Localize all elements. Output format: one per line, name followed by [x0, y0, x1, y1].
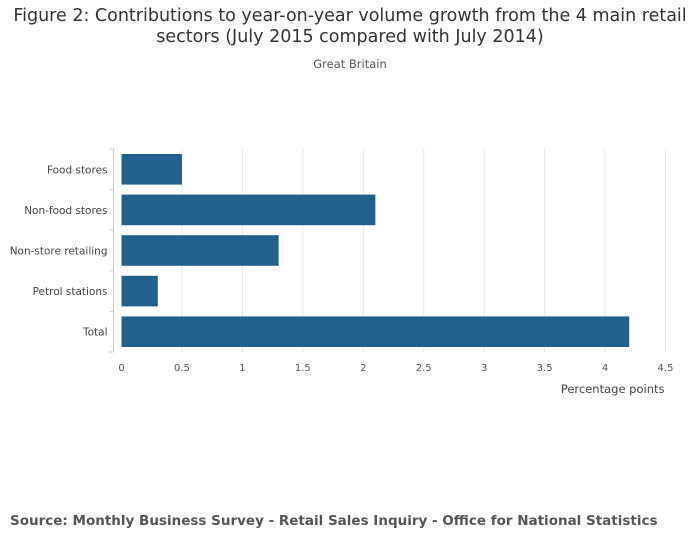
source-note: Source: Monthly Business Survey - Retail…	[10, 513, 658, 529]
bar	[121, 235, 279, 266]
bar	[121, 154, 182, 185]
x-tick-label: 2	[360, 363, 366, 374]
x-tick-label: 4	[602, 363, 608, 374]
y-category-label: Non-store retailing	[10, 246, 108, 258]
y-category-label: Petrol stations	[33, 286, 108, 298]
x-tick-label: 1	[239, 363, 245, 374]
bar	[121, 194, 376, 226]
y-category-label: Food stores	[47, 164, 108, 176]
x-tick-label: 2.5	[416, 363, 432, 374]
x-tick-label: 0.5	[174, 363, 190, 374]
x-axis-title: Percentage points	[561, 382, 665, 396]
x-tick-label: 3.5	[537, 363, 553, 374]
y-category-label: Total	[82, 327, 108, 339]
bar	[121, 275, 158, 307]
bar	[121, 316, 630, 347]
y-category-label: Non-food stores	[24, 205, 107, 217]
x-tick-label: 4.5	[658, 363, 674, 374]
x-tick-label: 0	[118, 363, 124, 374]
chart-subtitle: Great Britain	[313, 57, 387, 71]
x-tick-label: 1.5	[295, 363, 311, 374]
chart-title: Figure 2: Contributions to year-on-year …	[13, 6, 687, 47]
x-tick-label: 3	[481, 363, 487, 374]
